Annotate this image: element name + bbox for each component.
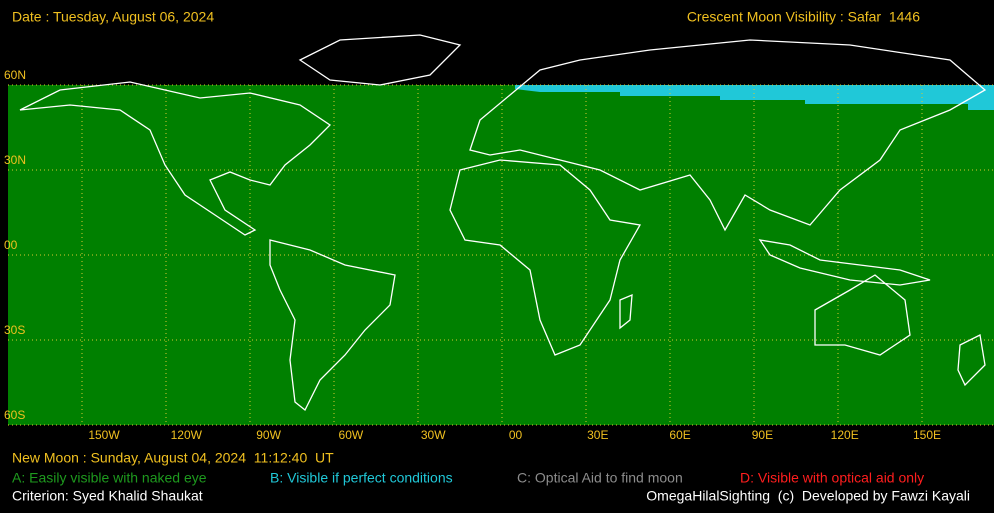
legend-item: A: Easily visible with naked eye [12,470,207,486]
longitude-label: 150E [913,428,941,442]
longitude-label: 60W [339,428,364,442]
credit: OmegaHilalSighting (c) Developed by Fawz… [646,488,970,504]
legend-item: D: Visible with optical aid only [740,470,924,486]
latitude-label: 60N [4,68,26,82]
coastlines [19,34,987,412]
map-title: Crescent Moon Visibility : Safar 1446 [687,9,920,25]
criterion: Criterion: Syed Khalid Shaukat [12,488,203,504]
latitude-label: 60S [4,408,25,422]
latitude-label: 30N [4,153,26,167]
longitude-label: 60E [669,428,690,442]
legend-item: B: Visible if perfect conditions [270,470,453,486]
longitude-label: 120W [171,428,203,442]
graticule [8,84,994,426]
legend-item: C: Optical Aid to find moon [517,470,683,486]
new-moon-time: New Moon : Sunday, August 04, 2024 11:12… [12,450,334,466]
longitude-label: 30E [587,428,608,442]
longitude-label: 90W [256,428,281,442]
longitude-label: 00 [509,428,523,442]
longitude-label: 120E [831,428,859,442]
latitude-label: 00 [4,238,18,252]
longitude-label: 150W [88,428,120,442]
map-date: Date : Tuesday, August 06, 2024 [12,9,214,25]
latitude-label: 30S [4,323,25,337]
longitude-label: 30W [421,428,446,442]
longitude-label: 90E [752,428,773,442]
